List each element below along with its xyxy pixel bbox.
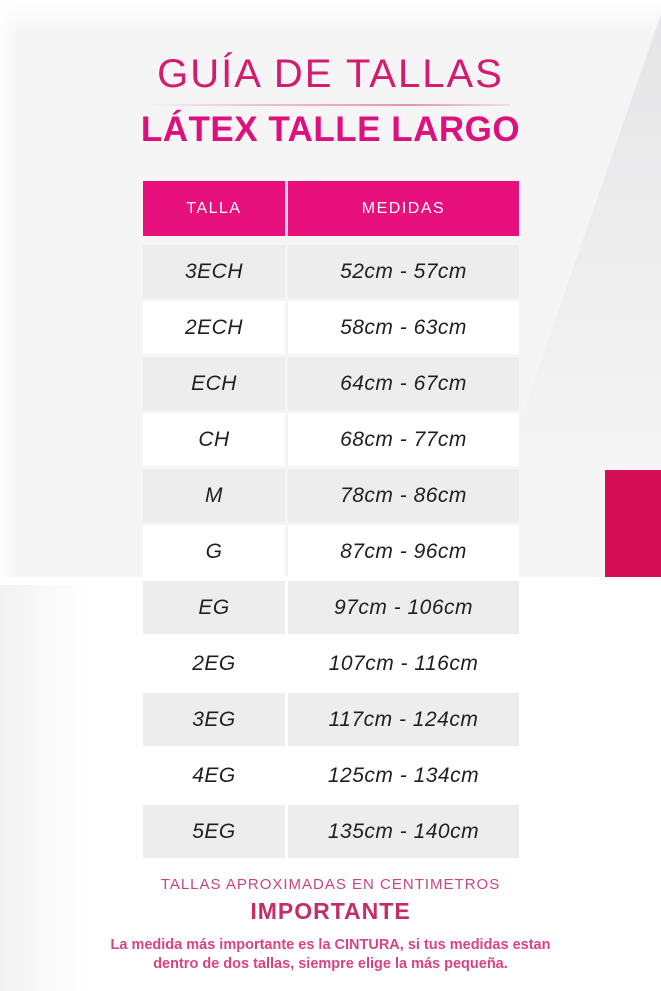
- table-row: EG 97cm - 106cm: [143, 581, 519, 634]
- size-cell: G: [143, 525, 285, 578]
- approximation-note: TALLAS APROXIMADAS EN CENTIMETROS: [160, 876, 501, 893]
- measurements-cell: 125cm - 134cm: [288, 749, 519, 802]
- size-cell: ECH: [143, 357, 285, 410]
- column-divider: [285, 181, 288, 236]
- measurements-cell: 58cm - 63cm: [288, 301, 519, 354]
- table-row: 4EG 125cm - 134cm: [143, 749, 519, 802]
- measurements-cell: 78cm - 86cm: [288, 469, 519, 522]
- page-subtitle: LÁTEX TALLE LARGO: [140, 110, 521, 149]
- size-cell: EG: [143, 581, 285, 634]
- important-note-line1: La medida más importante es la CINTURA, …: [110, 937, 551, 953]
- measurements-cell: 87cm - 96cm: [288, 525, 519, 578]
- table-row: 3EG 117cm - 124cm: [143, 693, 519, 746]
- size-cell: 2EG: [143, 637, 285, 690]
- column-header-measurements: MEDIDAS: [361, 199, 446, 217]
- table-row: CH 68cm - 77cm: [143, 413, 519, 466]
- size-cell: 2ECH: [143, 301, 285, 354]
- accent-rectangle: [605, 470, 661, 577]
- size-cell: M: [143, 469, 285, 522]
- table-row: M 78cm - 86cm: [143, 469, 519, 522]
- table-row: 2ECH 58cm - 63cm: [143, 301, 519, 354]
- size-table-body: 3ECH 52cm - 57cm 2ECH 58cm - 63cm ECH 64…: [143, 245, 519, 858]
- size-cell: 5EG: [143, 805, 285, 858]
- size-table: TALLA MEDIDAS 3ECH 52cm - 57cm 2ECH 58cm…: [143, 181, 519, 861]
- important-note-line2: dentro de dos tallas, siempre elige la m…: [153, 956, 508, 973]
- measurements-cell: 64cm - 67cm: [288, 357, 519, 410]
- size-cell: 3ECH: [143, 245, 285, 298]
- important-label: IMPORTANTE: [250, 898, 411, 924]
- size-cell: CH: [143, 413, 285, 466]
- table-row: G 87cm - 96cm: [143, 525, 519, 578]
- measurements-cell: 97cm - 106cm: [288, 581, 519, 634]
- table-row: 2EG 107cm - 116cm: [143, 637, 519, 690]
- measurements-cell: 107cm - 116cm: [288, 637, 519, 690]
- title-divider: [151, 104, 510, 106]
- table-row: 5EG 135cm - 140cm: [143, 805, 519, 858]
- size-cell: 3EG: [143, 693, 285, 746]
- table-row: ECH 64cm - 67cm: [143, 357, 519, 410]
- table-row: 3ECH 52cm - 57cm: [143, 245, 519, 298]
- size-cell: 4EG: [143, 749, 285, 802]
- page-title: GUÍA DE TALLAS: [157, 52, 504, 96]
- bottom-left-shade: [0, 585, 88, 991]
- measurements-cell: 135cm - 140cm: [288, 805, 519, 858]
- size-table-header: TALLA MEDIDAS: [143, 181, 519, 236]
- measurements-cell: 68cm - 77cm: [288, 413, 519, 466]
- measurements-cell: 52cm - 57cm: [288, 245, 519, 298]
- important-note: La medida más importante es la CINTURA, …: [0, 936, 661, 974]
- column-header-size: TALLA: [186, 199, 242, 217]
- measurements-cell: 117cm - 124cm: [288, 693, 519, 746]
